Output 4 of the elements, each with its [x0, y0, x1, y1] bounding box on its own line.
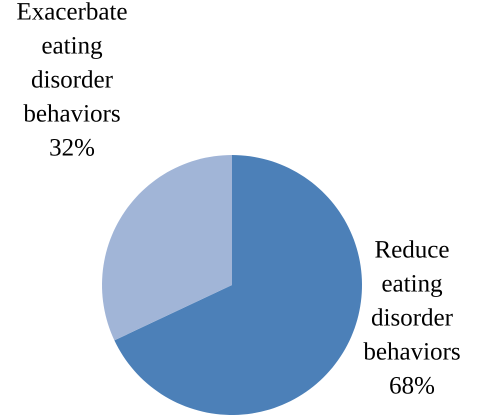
data-label: 68%: [390, 376, 434, 394]
slice-label: Exacerbate eating disorder behaviors: [17, 2, 127, 122]
data-label: 32%: [50, 138, 94, 156]
slice-label: Reduce eating disorder behaviors: [363, 240, 460, 360]
